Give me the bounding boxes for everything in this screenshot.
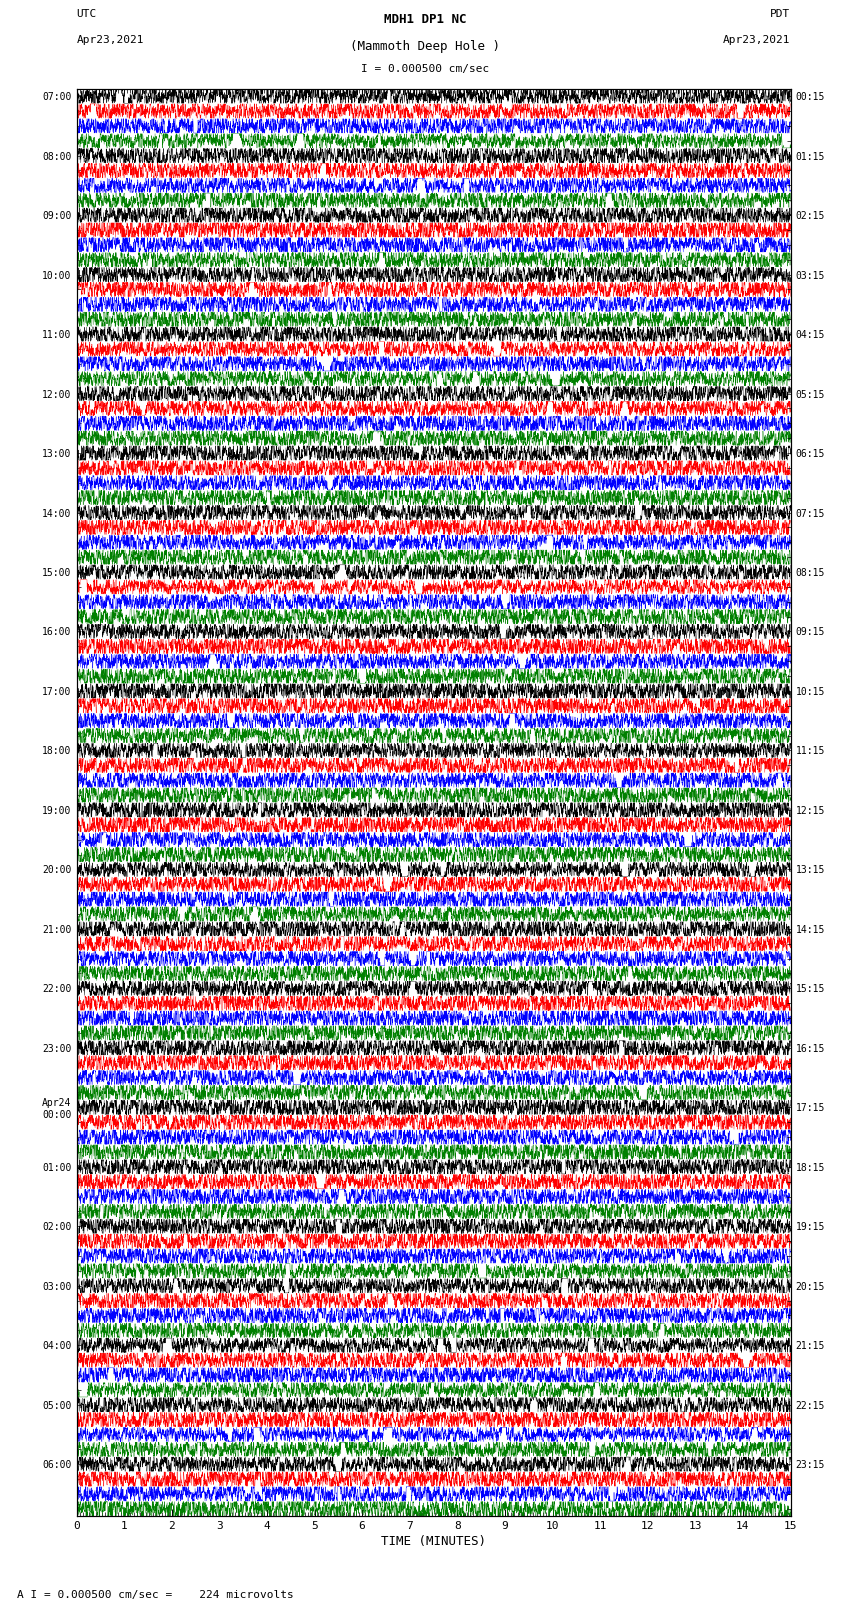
Text: MDH1 DP1 NC: MDH1 DP1 NC: [383, 13, 467, 26]
Text: Apr23,2021: Apr23,2021: [76, 35, 144, 45]
Text: Apr23,2021: Apr23,2021: [723, 35, 791, 45]
Text: A I = 0.000500 cm/sec =    224 microvolts: A I = 0.000500 cm/sec = 224 microvolts: [17, 1590, 294, 1600]
Text: (Mammoth Deep Hole ): (Mammoth Deep Hole ): [350, 40, 500, 53]
Text: PDT: PDT: [770, 10, 790, 19]
Text: UTC: UTC: [76, 10, 97, 19]
Text: I = 0.000500 cm/sec: I = 0.000500 cm/sec: [361, 65, 489, 74]
X-axis label: TIME (MINUTES): TIME (MINUTES): [381, 1536, 486, 1548]
